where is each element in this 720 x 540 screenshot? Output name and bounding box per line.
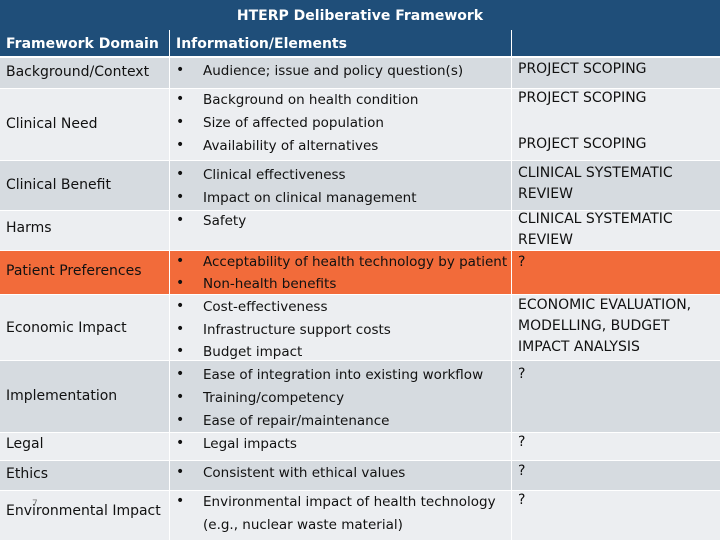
list-item: Non-health benefits	[203, 276, 337, 292]
row-clinical-benefit	[0, 160, 720, 210]
bullet-icon: •	[176, 137, 185, 153]
bullet-icon: •	[176, 389, 185, 405]
bullet-icon: •	[176, 275, 185, 291]
slide-number: 7	[32, 499, 38, 509]
bullet-icon: •	[176, 366, 185, 382]
method-clinical-systematic-review: CLINICAL SYSTEMATIC REVIEW	[518, 165, 673, 202]
list-item: Cost-effectiveness	[203, 299, 328, 315]
domain-background-context: Background/Context	[6, 64, 150, 80]
method-project-scoping: PROJECT SCOPING	[518, 90, 647, 106]
list-item: Safety	[203, 213, 247, 229]
row-clinical-need	[0, 88, 720, 160]
list-item: Impact on clinical management	[203, 190, 417, 206]
list-item: Acceptability of health technology by pa…	[203, 254, 508, 270]
bullet-icon: •	[176, 321, 185, 337]
row-separator	[0, 210, 720, 211]
list-item: Infrastructure support costs	[203, 322, 391, 338]
bullet-icon: •	[176, 166, 185, 182]
column-divider	[511, 30, 512, 540]
row-background	[0, 58, 720, 88]
row-separator	[0, 294, 720, 295]
method-unknown: ?	[518, 366, 526, 382]
bullet-icon: •	[176, 114, 185, 130]
bullet-icon: •	[176, 253, 185, 269]
domain-implementation: Implementation	[6, 388, 118, 404]
row-economic-impact	[0, 294, 720, 360]
row-separator	[0, 160, 720, 161]
row-separator	[0, 250, 720, 251]
bullet-icon: •	[176, 412, 185, 428]
row-separator	[0, 432, 720, 433]
method-project-scoping: PROJECT SCOPING	[518, 61, 647, 77]
domain-harms: Harms	[6, 220, 52, 236]
header-framework-domain: Framework Domain	[0, 30, 169, 56]
column-divider	[169, 30, 170, 540]
domain-environmental-impact: Environmental Impact	[6, 503, 161, 519]
method-unknown: ?	[518, 463, 526, 479]
list-item: Legal impacts	[203, 436, 297, 452]
bullet-icon: •	[176, 62, 185, 78]
list-item: Budget impact	[203, 344, 303, 360]
method-unknown: ?	[518, 434, 526, 450]
bullet-icon: •	[176, 212, 185, 228]
bullet-icon: •	[176, 343, 185, 359]
bullet-icon: •	[176, 493, 185, 509]
list-item: (e.g., nuclear waste material)	[203, 517, 403, 533]
list-item: Background on health condition	[203, 92, 419, 108]
row-environmental	[0, 490, 720, 540]
bullet-icon: •	[176, 464, 185, 480]
method-unknown: ?	[518, 254, 526, 270]
domain-clinical-benefit: Clinical Benefit	[6, 177, 111, 193]
row-implementation	[0, 360, 720, 432]
list-item: Size of affected population	[203, 115, 384, 131]
list-item: Audience; issue and policy question(s)	[203, 63, 464, 79]
list-item: Consistent with ethical values	[203, 465, 406, 481]
header-divider	[0, 56, 720, 58]
row-separator	[0, 490, 720, 491]
list-item: Training/competency	[203, 390, 345, 406]
domain-legal: Legal	[6, 436, 44, 452]
domain-patient-preferences: Patient Preferences	[6, 263, 142, 279]
bullet-icon: •	[176, 435, 185, 451]
list-item: Ease of repair/maintenance	[203, 413, 390, 429]
row-patient-preferences	[0, 250, 720, 294]
domain-clinical-need: Clinical Need	[6, 116, 98, 132]
row-legal	[0, 432, 720, 460]
row-separator	[0, 460, 720, 461]
row-ethics	[0, 460, 720, 490]
row-harms	[0, 210, 720, 250]
list-item: Ease of integration into existing workfl…	[203, 367, 484, 383]
bullet-icon: •	[176, 189, 185, 205]
list-item: Environmental impact of health technolog…	[203, 494, 496, 510]
header-information-elements: Information/Elements	[170, 30, 511, 56]
domain-ethics: Ethics	[6, 466, 49, 482]
row-separator	[0, 88, 720, 89]
bullet-icon: •	[176, 298, 185, 314]
method-unknown: ?	[518, 492, 526, 508]
domain-economic-impact: Economic Impact	[6, 320, 127, 336]
method-economic-evaluation: ECONOMIC EVALUATION, MODELLING, BUDGET I…	[518, 297, 692, 355]
list-item: Clinical effectiveness	[203, 167, 346, 183]
method-project-scoping: PROJECT SCOPING	[518, 136, 647, 152]
row-separator	[0, 360, 720, 361]
bullet-icon: •	[176, 91, 185, 107]
header-extra-column	[512, 30, 720, 56]
page-title: HTERP Deliberative Framework	[0, 0, 720, 30]
list-item: Availability of alternatives	[203, 138, 379, 154]
method-clinical-systematic-review: CLINICAL SYSTEMATIC REVIEW	[518, 211, 673, 248]
